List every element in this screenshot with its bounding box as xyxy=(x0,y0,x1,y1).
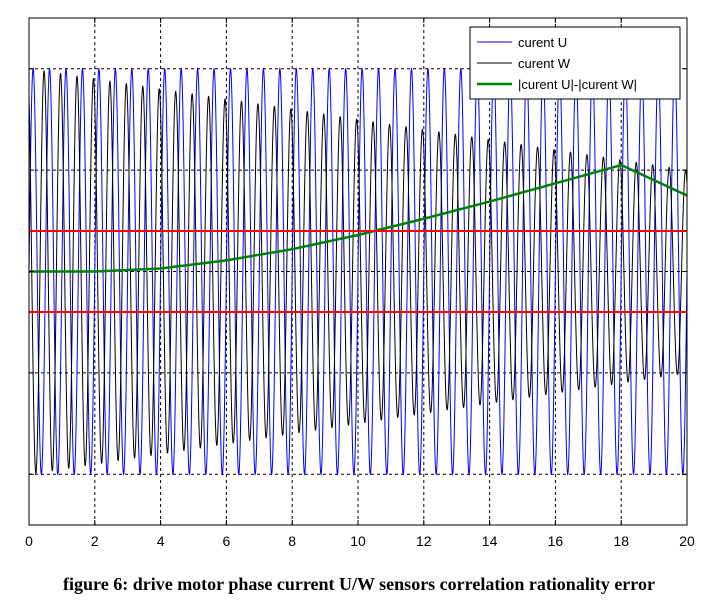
series-line-1 xyxy=(28,70,688,474)
x-tick-label: 4 xyxy=(157,533,165,549)
x-axis: 0 2 4 6 8 10 12 14 16 18 20 xyxy=(25,18,695,549)
x-tick-label: 6 xyxy=(223,533,231,549)
x-tick-label: 20 xyxy=(679,533,695,549)
legend-label: curent W xyxy=(518,56,571,71)
figure-caption: figure 6: drive motor phase current U/W … xyxy=(63,574,655,594)
series-layer xyxy=(28,67,688,476)
legend: curent U curent W |curent U|-|curent W| xyxy=(469,26,681,100)
x-tick-label: 12 xyxy=(416,533,432,549)
legend-label: |curent U|-|curent W| xyxy=(518,77,637,92)
chart: 0 2 4 6 8 10 12 14 16 18 20 curent U curent W |curen… xyxy=(25,17,695,549)
x-tick-label: 14 xyxy=(482,533,498,549)
x-tick-label: 18 xyxy=(613,533,629,549)
x-tick-label: 10 xyxy=(350,533,366,549)
threshold-layer xyxy=(29,229,687,314)
x-tick-label: 8 xyxy=(288,533,296,549)
legend-label: curent U xyxy=(518,35,567,50)
series-line-2 xyxy=(29,163,688,273)
x-tick-label: 0 xyxy=(25,533,33,549)
x-tick-label: 16 xyxy=(548,533,564,549)
x-tick-label: 2 xyxy=(91,533,99,549)
